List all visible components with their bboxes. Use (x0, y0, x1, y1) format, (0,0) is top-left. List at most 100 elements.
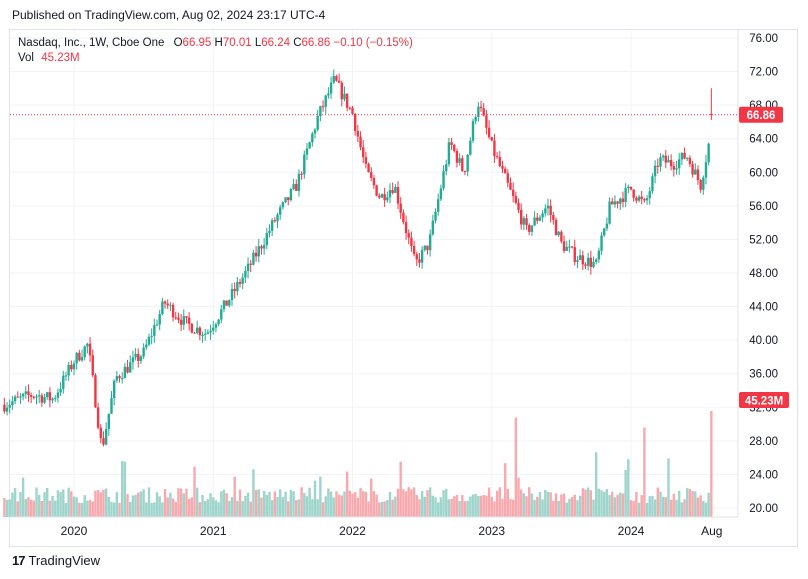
price-tick-label: 72.00 (749, 67, 778, 79)
candle-body (356, 130, 360, 137)
price-axis: 76.0072.0068.0064.0060.0056.0052.0048.00… (737, 30, 778, 517)
volume-bar (230, 497, 234, 517)
volume-bar (37, 494, 41, 517)
volume-bar (75, 497, 78, 517)
volume-bar (477, 496, 480, 517)
published-caption: Published on TradingView.com, Aug 02, 20… (12, 8, 326, 22)
volume-bar (546, 491, 550, 517)
chart-frame[interactable] (9, 29, 798, 547)
candle-body (311, 133, 314, 143)
volume-bar (669, 499, 673, 517)
candle-body (643, 199, 646, 201)
candle-body (276, 214, 279, 222)
candle-body (270, 220, 274, 231)
volume-bar (549, 492, 552, 517)
candle-body (75, 352, 78, 364)
volume-bar (485, 495, 488, 517)
candle-body (150, 335, 153, 337)
volume-bar (514, 417, 518, 517)
candle-body (64, 375, 68, 377)
volume-bar (252, 469, 255, 517)
candle-body (158, 314, 161, 325)
volume-bar (573, 494, 576, 517)
candle-body (313, 129, 317, 134)
candle-body (517, 202, 520, 210)
volume-bar (565, 502, 568, 517)
candle-body (412, 246, 416, 255)
price-tick-label: 64.00 (749, 134, 778, 146)
candle-body (353, 113, 357, 131)
candle-body (56, 392, 60, 398)
price-tick-label: 60.00 (749, 167, 778, 179)
last-volume-badge (739, 392, 789, 408)
candle-body (297, 173, 301, 191)
candle-body (420, 249, 424, 263)
volume-bar (295, 500, 298, 517)
candle-body (603, 228, 606, 236)
volume-bar (648, 496, 651, 517)
candle-body (362, 147, 365, 158)
price-tick-label: 36.00 (749, 369, 778, 381)
price-tick-label: 76.00 (749, 33, 778, 45)
volume-bar (91, 501, 94, 517)
candle-body (399, 203, 402, 213)
volume-bar (367, 501, 370, 517)
candle-body (565, 246, 568, 251)
volume-bar (206, 499, 210, 517)
volume-bar (661, 496, 665, 517)
candle-body (463, 170, 467, 172)
candle-body (32, 396, 36, 398)
candle-body (281, 202, 285, 208)
volume-bar (479, 495, 483, 517)
candle-body (605, 223, 609, 229)
candle-body (394, 187, 397, 193)
candle-body (193, 332, 196, 334)
footer-brand[interactable]: TradingView (28, 553, 101, 568)
candle-body (121, 378, 124, 380)
volume-bar (348, 490, 352, 517)
candle-body (83, 346, 86, 358)
volume-bar (683, 499, 686, 517)
candle-body (204, 333, 207, 336)
volume-bar (528, 487, 531, 517)
candle-body (370, 172, 373, 178)
volume-bar (13, 487, 17, 517)
volume-bar (664, 497, 668, 517)
candle-body (137, 353, 140, 361)
candle-body (102, 437, 105, 445)
candle-body (675, 168, 678, 170)
time-tick-label: 2024 (618, 524, 645, 538)
volume-bar (632, 500, 635, 517)
volume-bar (359, 487, 362, 517)
price-tick-label: 52.00 (749, 234, 778, 246)
volume-bar (503, 463, 507, 517)
candle-body (557, 231, 560, 236)
candle-body (236, 281, 239, 292)
candle-body (249, 263, 252, 265)
volume-bar (158, 496, 161, 517)
candle-body (308, 142, 311, 149)
candle-body (319, 106, 322, 116)
candle-body (704, 162, 708, 178)
volume-bar (605, 488, 609, 517)
volume-bars (3, 411, 713, 517)
candle-body (680, 152, 684, 160)
volume-bar (696, 497, 700, 517)
volume-bar (46, 487, 49, 517)
candle-body (225, 300, 228, 306)
candle-body (273, 220, 277, 222)
volume-bar (495, 490, 499, 517)
candle-body (94, 375, 97, 408)
volume-bar (329, 491, 333, 517)
candle-body (233, 288, 236, 292)
candle-body (54, 397, 57, 399)
candle-body (332, 75, 335, 83)
candle-body (498, 157, 501, 167)
candle-body (694, 169, 697, 175)
volume-bar (469, 496, 472, 517)
volume-bar (112, 502, 116, 517)
candle-body (182, 316, 185, 325)
volume-bar (273, 491, 277, 517)
candle-body (613, 201, 617, 205)
